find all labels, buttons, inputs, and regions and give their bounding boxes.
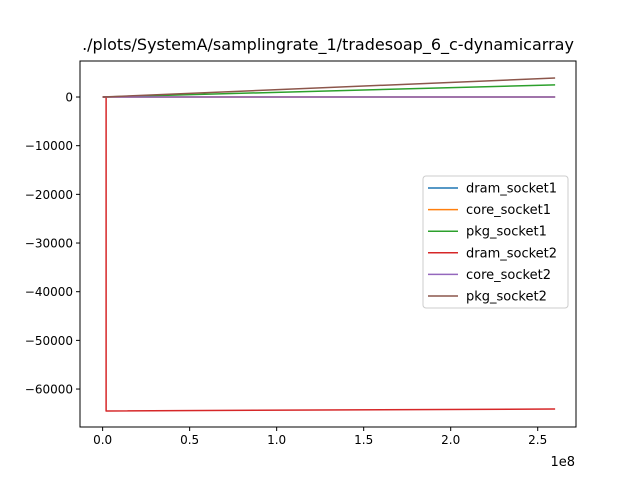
x-axis-offset-label: 1e8 [550, 455, 575, 470]
legend-box [422, 175, 569, 309]
y-tick-label: −10000 [25, 139, 73, 153]
series-line-pkg-socket1 [102, 84, 556, 98]
y-tick-label: −40000 [25, 285, 73, 299]
y-tick-label: −60000 [25, 383, 73, 397]
y-tick-label: −20000 [25, 188, 73, 202]
x-tick-label: 1.5 [354, 433, 373, 447]
legend-label: core_socket1 [466, 203, 551, 218]
legend: dram_socket1 core_socket1 pkg_socket1 dram_… [422, 175, 569, 309]
y-tick-label: −50000 [25, 334, 73, 348]
x-tick-label: 0.5 [180, 433, 199, 447]
axes-frame [79, 60, 577, 428]
x-tick-label: 2.5 [528, 433, 547, 447]
chart-title: ./plots/SystemA/samplingrate_1/tradesoap… [82, 35, 574, 55]
x-tick-label: 0.0 [93, 433, 112, 447]
x-tick-label: 1.0 [267, 433, 286, 447]
legend-label: dram_socket2 [466, 246, 557, 261]
legend-label: pkg_socket1 [466, 225, 547, 240]
legend-label: dram_socket1 [466, 182, 557, 197]
x-tick-label: 2.0 [441, 433, 460, 447]
plot-area: 0.0 0.5 1.0 1.5 2.0 2.5 0 −10000 −20000 −30000 −40… [25, 60, 577, 447]
legend-label: pkg_socket2 [466, 290, 547, 305]
y-tick-label: −30000 [25, 237, 73, 251]
legend-label: core_socket2 [466, 268, 551, 283]
series-line-pkg-socket2 [102, 77, 556, 98]
y-tick-label: 0 [65, 91, 73, 105]
